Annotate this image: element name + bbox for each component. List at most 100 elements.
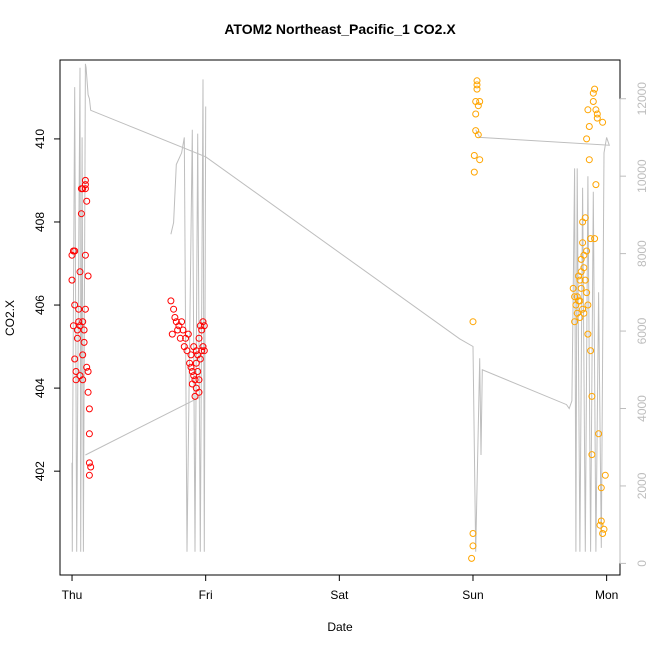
y2-axis: 0 2000 4000 6000 8000 10000 12000 [619,82,649,567]
data-point [580,264,588,272]
data-point [199,343,207,351]
data-point [80,338,88,346]
points-layer [68,77,609,562]
data-point [575,297,583,305]
data-point [84,272,92,280]
data-point [583,289,591,297]
data-point [83,197,91,205]
x-tick-label: Mon [595,588,618,602]
data-point [579,305,587,313]
data-point [601,471,609,479]
secondary-line [71,63,611,552]
data-point [599,118,607,126]
data-point [73,334,81,342]
secondary-line-link [85,396,201,456]
y-tick-label: 404 [33,378,47,398]
data-point [167,297,175,305]
y2-tick-label: 4000 [635,395,649,422]
data-point [581,276,589,284]
data-point [600,525,608,533]
data-point [187,351,195,359]
data-point [176,334,184,342]
x-tick-label: Fri [199,588,213,602]
data-point [472,110,480,118]
y-tick-label: 408 [33,212,47,232]
data-point [593,114,601,122]
data-point [190,372,198,380]
data-point [194,368,202,375]
data-point [571,293,579,301]
x-tick-label: Thu [62,588,83,602]
plot-area [59,59,621,576]
data-point [591,85,599,93]
data-point [81,185,89,193]
data-point [187,363,195,371]
data-point [75,318,83,326]
data-point [599,530,607,537]
data-point [597,484,605,492]
data-point [188,380,196,388]
data-point [583,135,591,143]
data-point [585,123,593,130]
data-point [192,347,200,355]
data-point [476,156,484,164]
data-point [77,210,85,218]
secondary-line-layer [71,63,611,552]
data-point [81,305,89,313]
data-point [569,284,577,292]
data-point [71,355,79,363]
data-point [580,251,588,259]
data-point [80,326,88,334]
data-point [79,376,87,384]
y2-tick-label: 6000 [635,317,649,344]
y-tick-label: 406 [33,295,47,315]
data-point [473,77,481,85]
data-point [71,247,79,255]
data-point [195,388,203,396]
data-point [579,239,587,247]
data-point [179,326,187,334]
data-point [470,168,478,176]
y2-tick-label: 8000 [635,240,649,267]
data-point [584,330,592,338]
data-point [587,347,595,355]
data-point [573,293,581,301]
data-point [79,318,87,326]
data-point [183,347,191,355]
data-point [592,181,600,189]
data-point [580,309,588,317]
data-point [195,376,203,384]
y2-tick-label: 2000 [635,472,649,499]
y2-tick-label: 12000 [635,82,649,116]
y-axis-label: CO2.X [3,300,17,336]
data-point [470,152,478,159]
data-point [473,85,481,93]
data-point [585,156,593,164]
data-point [597,517,605,525]
data-point [178,318,186,326]
y-axis: 402 404 406 408 410 [33,129,61,481]
x-axis: Thu Fri Sat Sun Mon [62,574,618,602]
data-point [85,430,93,438]
data-point [474,102,482,110]
data-point [588,451,596,459]
data-point [469,530,477,537]
data-point [84,368,92,375]
data-point [71,301,79,309]
data-point [174,326,182,334]
data-point [68,276,76,284]
data-point [188,368,196,375]
x-tick-label: Sat [330,588,349,602]
data-point [192,359,200,367]
data-point [85,405,93,413]
data-point [469,318,477,326]
data-point [592,106,600,114]
data-point [588,392,596,400]
data-point [72,376,80,384]
y2-tick-label: 0 [635,560,649,567]
data-point [81,176,89,184]
data-point [587,235,595,243]
data-point [593,110,601,118]
data-point [76,268,84,276]
